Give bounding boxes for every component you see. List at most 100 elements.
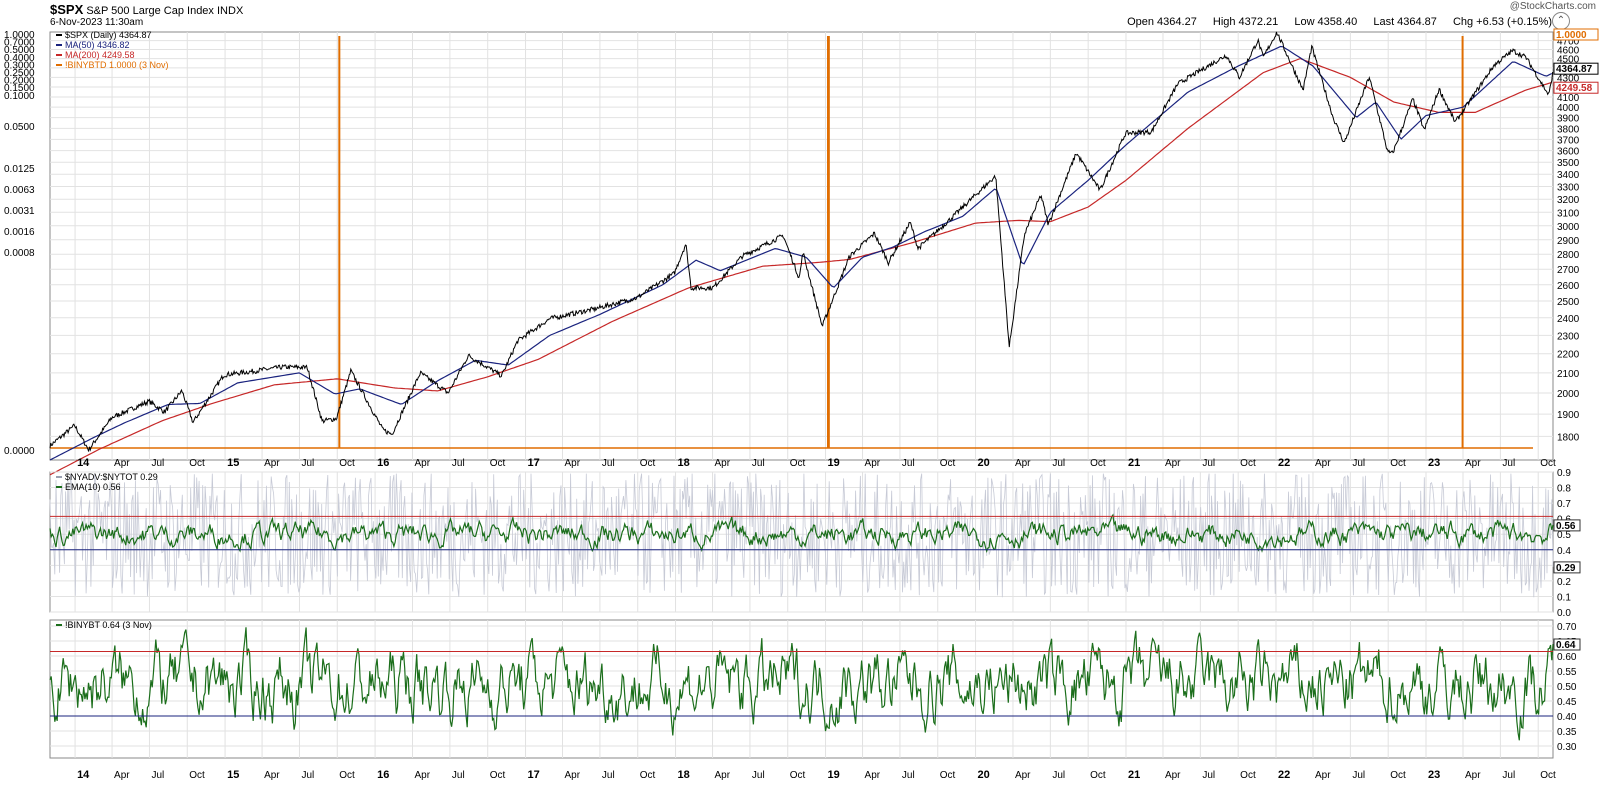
right-tick-label: 0.9 bbox=[1557, 468, 1571, 479]
x-tick-label: 17 bbox=[528, 769, 540, 781]
x-tick-label: Apr bbox=[414, 458, 430, 469]
symbol: $SPX bbox=[50, 2, 84, 17]
exchange: INDX bbox=[217, 5, 244, 17]
high-value: 4372.21 bbox=[1238, 16, 1279, 28]
right-tick-label: 2100 bbox=[1557, 369, 1580, 380]
x-tick-label: Jul bbox=[151, 458, 164, 469]
x-tick-label: Oct bbox=[189, 770, 205, 781]
right-tick-label: 0.35 bbox=[1557, 727, 1577, 738]
x-tick-label: Apr bbox=[1015, 458, 1031, 469]
right-tick-label: 0.55 bbox=[1557, 667, 1577, 678]
right-tick-label: 3000 bbox=[1557, 222, 1580, 233]
right-tick-label: 0.7 bbox=[1557, 499, 1571, 510]
x-tick-label: Jul bbox=[752, 770, 765, 781]
left-tick-label: 0.0500 bbox=[4, 122, 35, 133]
x-tick-label: Jul bbox=[452, 770, 465, 781]
x-tick-label: 15 bbox=[227, 457, 239, 469]
left-tick-label: 0.7000 bbox=[4, 38, 35, 49]
open-value: 4364.27 bbox=[1157, 16, 1197, 28]
x-tick-label: Oct bbox=[640, 458, 656, 469]
left-tick-label: 0.0000 bbox=[4, 446, 35, 457]
x-tick-label: 23 bbox=[1428, 769, 1440, 781]
x-tick-label: Oct bbox=[1390, 770, 1406, 781]
right-tick-label: 2900 bbox=[1557, 236, 1580, 247]
last-value-label: 0.29 bbox=[1556, 563, 1576, 574]
x-tick-label: Oct bbox=[790, 458, 806, 469]
legend-entry: MA(50) 4346.82 bbox=[65, 40, 130, 50]
x-tick-label: Oct bbox=[189, 458, 205, 469]
right-tick-label: 4000 bbox=[1557, 103, 1580, 114]
left-tick-label: 0.0125 bbox=[4, 164, 35, 175]
x-tick-label: 16 bbox=[377, 769, 389, 781]
left-tick-label: 0.2500 bbox=[4, 68, 35, 79]
x-tick-label: Oct bbox=[940, 770, 956, 781]
x-tick-label: 16 bbox=[377, 457, 389, 469]
x-tick-label: Oct bbox=[940, 458, 956, 469]
left-tick-label: 0.1000 bbox=[4, 91, 35, 102]
x-tick-label: Apr bbox=[114, 770, 130, 781]
x-tick-label: Oct bbox=[339, 458, 355, 469]
x-tick-label: Apr bbox=[264, 770, 280, 781]
x-tick-label: 20 bbox=[978, 769, 990, 781]
right-tick-label: 0.40 bbox=[1557, 712, 1577, 723]
right-tick-label: 0.5 bbox=[1557, 530, 1571, 541]
right-tick-label: 0.4 bbox=[1557, 546, 1571, 557]
x-tick-label: 17 bbox=[528, 457, 540, 469]
x-tick-label: Jul bbox=[301, 458, 314, 469]
x-tick-label: 20 bbox=[978, 457, 990, 469]
x-tick-label: Apr bbox=[565, 770, 581, 781]
left-tick-label: 0.0063 bbox=[4, 185, 35, 196]
right-tick-label: 3100 bbox=[1557, 208, 1580, 219]
low-value: 4358.40 bbox=[1317, 16, 1358, 28]
right-tick-label: 3900 bbox=[1557, 114, 1580, 125]
x-tick-label: Apr bbox=[1165, 458, 1181, 469]
left-tick-label: 0.0016 bbox=[4, 227, 35, 238]
right-tick-label: 4600 bbox=[1557, 46, 1580, 57]
last-value: 4364.87 bbox=[1397, 16, 1437, 28]
left-tick-label: 0.0031 bbox=[4, 206, 35, 217]
x-tick-label: Jul bbox=[1352, 458, 1365, 469]
x-tick-label: 18 bbox=[678, 769, 690, 781]
series-line-ema10 bbox=[49, 513, 1554, 553]
x-tick-label: 21 bbox=[1128, 769, 1140, 781]
right-tick-label: 3600 bbox=[1557, 147, 1580, 158]
chg-label: Chg bbox=[1452, 16, 1474, 28]
left-tick-label: 0.4000 bbox=[4, 53, 35, 64]
x-tick-label: Jul bbox=[301, 770, 314, 781]
x-tick-label: 22 bbox=[1278, 457, 1290, 469]
x-tick-label: Apr bbox=[264, 458, 280, 469]
right-tick-label: 2200 bbox=[1557, 350, 1580, 361]
right-tick-label: 0.8 bbox=[1557, 484, 1571, 495]
left-tick-label: 0.1500 bbox=[4, 83, 35, 94]
x-tick-label: Oct bbox=[1540, 770, 1556, 781]
x-tick-label: 22 bbox=[1278, 769, 1290, 781]
right-tick-label: 0.0 bbox=[1557, 608, 1571, 619]
quote-bar: Open 4364.27 High 4372.21 Low 4358.40 Last 4… bbox=[1124, 16, 1552, 28]
x-tick-label: Oct bbox=[1090, 458, 1106, 469]
x-tick-label: Apr bbox=[565, 458, 581, 469]
right-tick-label: 0.30 bbox=[1557, 742, 1577, 753]
legend-entry: $SPX (Daily) 4364.87 bbox=[65, 30, 152, 40]
x-tick-label: Apr bbox=[1165, 770, 1181, 781]
x-tick-label: Jul bbox=[1202, 770, 1215, 781]
right-tick-label: 0.60 bbox=[1557, 652, 1577, 663]
x-tick-label: Jul bbox=[752, 458, 765, 469]
x-tick-label: Jul bbox=[902, 770, 915, 781]
watermark: @StockCharts.com bbox=[1509, 1, 1596, 12]
x-tick-label: Oct bbox=[1090, 770, 1106, 781]
left-tick-label: 1.0000 bbox=[4, 30, 35, 41]
last-value-box bbox=[1553, 638, 1581, 651]
x-tick-label: Jul bbox=[1502, 770, 1515, 781]
right-tick-label: 2400 bbox=[1557, 314, 1580, 325]
right-tick-label: 3500 bbox=[1557, 158, 1580, 169]
right-tick-label: 1900 bbox=[1557, 410, 1580, 421]
x-tick-label: Oct bbox=[1240, 770, 1256, 781]
right-tick-label: 4300 bbox=[1557, 73, 1580, 84]
right-tick-label: 4100 bbox=[1557, 93, 1580, 104]
x-tick-label: Oct bbox=[640, 770, 656, 781]
x-tick-label: Oct bbox=[790, 770, 806, 781]
legend-entry: $NYADV:$NYTOT 0.29 bbox=[65, 472, 158, 482]
x-tick-label: Apr bbox=[865, 770, 881, 781]
right-tick-label: 0.1 bbox=[1557, 592, 1571, 603]
chart-title: $SPX S&P 500 Large Cap Index INDX bbox=[50, 2, 243, 17]
